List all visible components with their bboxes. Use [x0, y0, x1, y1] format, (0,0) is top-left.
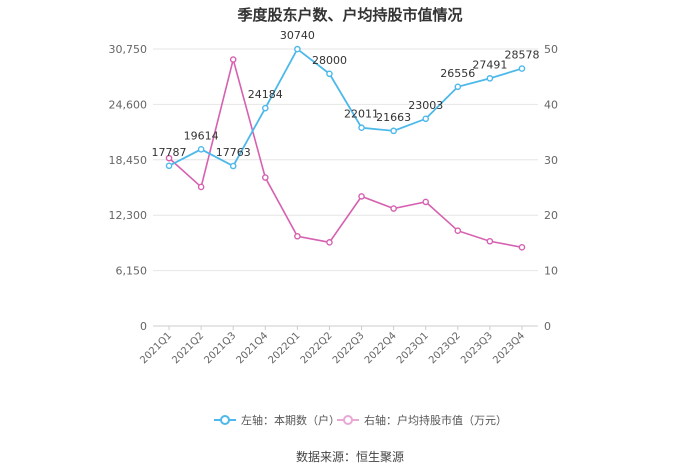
market-value-point[interactable] [358, 193, 365, 200]
holders-data-label: 28578 [504, 49, 539, 62]
market-value-point[interactable] [261, 174, 269, 181]
holders-data-label: 21663 [376, 111, 411, 124]
legend-item-right[interactable]: 右轴：户均持股市值（万元） [337, 413, 507, 427]
market-value-point[interactable] [326, 239, 333, 246]
holders-point[interactable] [197, 146, 205, 153]
holders-data-label: 23003 [408, 99, 443, 112]
x-tick-label: 2023Q2 [427, 330, 463, 366]
market-value-point[interactable] [454, 227, 462, 235]
right-tick-label: 10 [544, 265, 558, 278]
holders-data-label: 17763 [216, 146, 251, 159]
holders-data-label: 19614 [184, 129, 219, 142]
right-tick-label: 0 [544, 320, 551, 333]
holders-data-label: 24184 [248, 88, 283, 101]
holders-point[interactable] [422, 115, 430, 123]
market-value-point[interactable] [486, 237, 494, 245]
x-tick-label: 2021Q4 [235, 330, 271, 366]
holders-point[interactable] [390, 127, 397, 135]
market-value-point[interactable] [518, 244, 526, 251]
market-value-point[interactable] [197, 183, 205, 191]
holders-point[interactable] [261, 104, 269, 112]
holders-point[interactable] [454, 83, 462, 91]
x-tick-label: 2023Q3 [459, 330, 495, 366]
left-tick-label: 30,750 [109, 43, 148, 56]
holders-point[interactable] [358, 124, 365, 132]
holders-point[interactable] [518, 65, 526, 72]
holders-data-label: 28000 [312, 54, 347, 67]
legend-label-left: 左轴：本期数（户） [241, 413, 340, 427]
x-tick-label: 2021Q2 [170, 330, 206, 366]
market-value-point[interactable] [165, 154, 173, 162]
left-tick-label: 0 [140, 320, 147, 333]
holders-point[interactable] [326, 70, 333, 78]
holders-data-label: 27491 [472, 58, 507, 71]
source-note: 数据来源：恒生聚源 [296, 449, 404, 464]
legend-marker-right [343, 415, 353, 425]
left-tick-label: 12,300 [109, 209, 148, 222]
holders-point[interactable] [294, 45, 301, 53]
series-line-holders [168, 47, 523, 168]
right-tick-label: 40 [544, 98, 558, 111]
market-value-point[interactable] [294, 232, 301, 240]
left-tick-label: 6,150 [116, 265, 148, 278]
holders-data-label: 30740 [280, 29, 315, 42]
x-tick-label: 2023Q1 [395, 330, 431, 366]
left-tick-label: 24,600 [109, 98, 148, 111]
market-value-point[interactable] [229, 56, 237, 63]
market-value-point[interactable] [422, 198, 430, 206]
series-line-market-value [168, 56, 523, 249]
x-tick-label: 2021Q1 [138, 330, 174, 366]
grid [153, 48, 538, 327]
chart-title: 季度股东户数、户均持股市值情况 [237, 6, 462, 24]
series-layer: 17787 19614 17763 24184 30740 28000 2201121663… [152, 29, 539, 251]
market-value-point[interactable] [390, 205, 397, 212]
legend-label-right: 右轴：户均持股市值（万元） [364, 413, 507, 427]
legend-marker-left [220, 415, 230, 425]
holders-data-label: 22011 [344, 108, 379, 121]
left-tick-label: 18,450 [109, 154, 148, 167]
holders-data-label: 26556 [440, 67, 475, 80]
right-tick-label: 20 [544, 209, 558, 222]
holders-point[interactable] [486, 75, 494, 82]
left-axis: 0 6,150 12,300 18,450 24,600 30,750 [109, 43, 148, 333]
right-tick-label: 30 [544, 154, 558, 167]
x-tick-label: 2022Q3 [331, 330, 367, 366]
holders-point[interactable] [165, 162, 173, 170]
legend: 左轴：本期数（户） 右轴：户均持股市值（万元） [214, 413, 507, 427]
x-axis: 2021Q12021Q22021Q32021Q42022Q12022Q22022… [138, 326, 527, 366]
holders-point[interactable] [229, 162, 237, 170]
holders-data-label: 17787 [152, 146, 187, 159]
x-tick-label: 2023Q4 [491, 330, 527, 366]
x-tick-label: 2021Q3 [202, 330, 238, 366]
x-tick-label: 2022Q1 [267, 330, 303, 366]
x-tick-label: 2022Q4 [363, 330, 399, 366]
right-tick-label: 50 [544, 43, 558, 56]
right-axis: 0 10 20 30 40 50 [544, 43, 558, 333]
legend-item-left[interactable]: 左轴：本期数（户） [214, 413, 340, 427]
x-tick-label: 2022Q2 [299, 330, 335, 366]
